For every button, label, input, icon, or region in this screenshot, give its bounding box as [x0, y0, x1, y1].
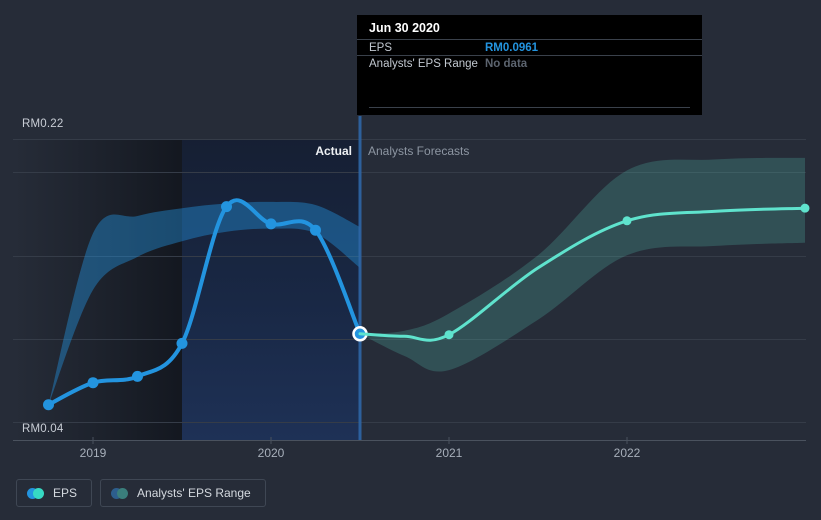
hover-tooltip: Jun 30 2020 EPS RM0.0961 Analysts' EPS R… [357, 15, 702, 115]
tooltip-bottom-rule [369, 107, 690, 108]
x-tick-2022: 2022 [613, 446, 641, 460]
tooltip-eps-label: EPS [369, 42, 393, 54]
y-axis-min-label: RM0.04 [22, 423, 64, 435]
range-legend-dot-icon [111, 487, 129, 499]
chart-legend: EPS Analysts' EPS Range [16, 479, 266, 507]
gridlines [13, 139, 806, 423]
x-tick-2019: 2019 [79, 446, 107, 460]
legend-item-eps[interactable]: EPS [16, 479, 93, 507]
x-tick-2020: 2020 [257, 446, 285, 460]
tooltip-range-row: Analysts' EPS Range No data [357, 56, 702, 72]
x-tick-2021: 2021 [435, 446, 463, 460]
tooltip-range-value: No data [485, 58, 528, 70]
last-year-highlight-band [182, 139, 360, 440]
tooltip-date-title: Jun 30 2020 [357, 15, 702, 40]
chart-canvas[interactable] [0, 0, 821, 465]
forecast-section-label: Analysts Forecasts [368, 144, 470, 158]
legend-item-analysts-eps-range[interactable]: Analysts' EPS Range [100, 479, 266, 507]
tooltip-eps-value: RM0.0961 [485, 42, 539, 54]
actual-section-label: Actual [315, 144, 352, 158]
series-layer [43, 116, 810, 440]
x-axis [13, 437, 806, 444]
legend-eps-label: EPS [53, 486, 78, 500]
actual-section-fade [13, 139, 182, 440]
tooltip-eps-row: EPS RM0.0961 [357, 40, 702, 56]
legend-range-label: Analysts' EPS Range [137, 486, 251, 500]
y-axis-max-label: RM0.22 [22, 118, 64, 130]
tooltip-range-label: Analysts' EPS Range [369, 58, 478, 70]
eps-legend-dot-icon [27, 487, 44, 499]
